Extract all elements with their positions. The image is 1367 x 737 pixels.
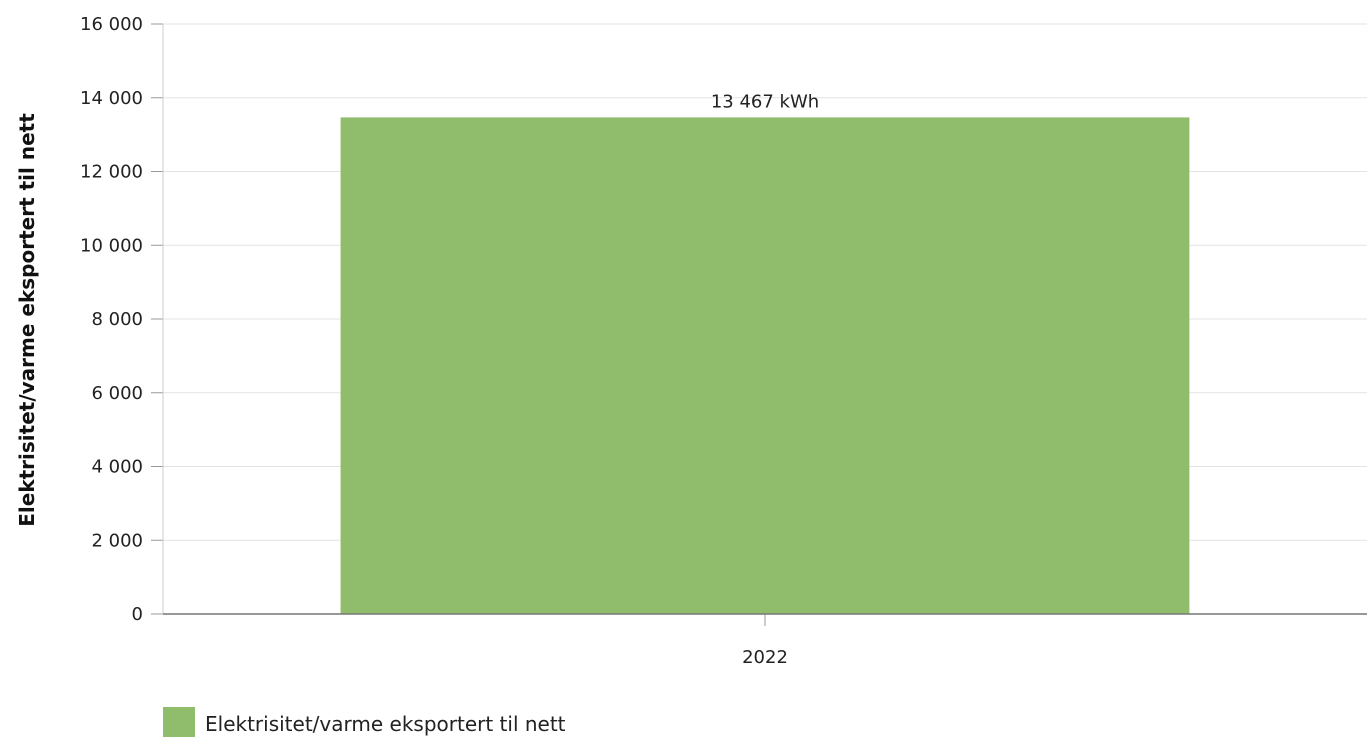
x-axis: 2022 — [163, 613, 1367, 668]
y-axis: 0 2 000 4 000 6 000 8 000 10 000 12 000 14 000 1… — [80, 14, 164, 625]
y-tick-label: 12 000 — [80, 162, 143, 183]
y-tick-label: 2 000 — [91, 530, 143, 551]
y-tick-label: 6 000 — [91, 383, 143, 404]
bar-2022[interactable] — [340, 117, 1190, 615]
y-tick-label: 10 000 — [80, 235, 143, 256]
y-axis-title: Elektrisitet/varme eksportert til nett — [15, 113, 39, 527]
y-tick-label: 4 000 — [91, 457, 143, 478]
y-tick-label: 8 000 — [91, 309, 143, 330]
y-tick-label: 0 — [132, 604, 143, 625]
x-tick-label: 2022 — [742, 647, 788, 668]
legend-label: Elektrisitet/varme eksportert til nett — [205, 712, 566, 736]
data-label: 13 467 kWh — [711, 91, 819, 112]
legend-swatch — [163, 707, 195, 737]
y-tick-label: 14 000 — [80, 88, 143, 109]
legend[interactable]: Elektrisitet/varme eksportert til nett — [163, 707, 566, 737]
bars: 13 467 kWh — [340, 91, 1190, 615]
y-tick-label: 16 000 — [80, 14, 143, 35]
